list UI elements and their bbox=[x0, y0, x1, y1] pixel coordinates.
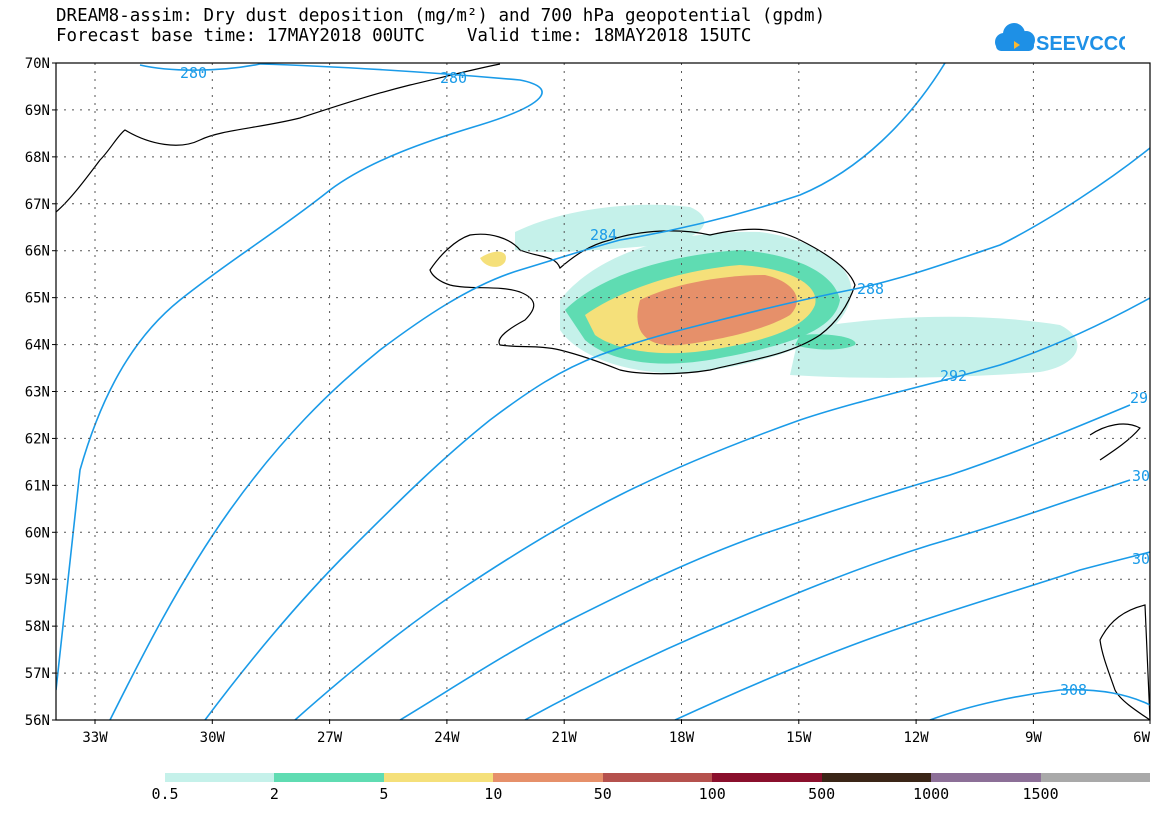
legend-label: 50 bbox=[593, 785, 612, 803]
legend-swatch bbox=[712, 773, 822, 782]
lon-label: 24W bbox=[434, 730, 460, 746]
legend-swatch bbox=[1040, 773, 1150, 782]
contour-label: 30 bbox=[1132, 467, 1150, 485]
legend-label: 2 bbox=[269, 785, 279, 803]
contour-label: 280 bbox=[180, 64, 207, 82]
contour-label: 288 bbox=[857, 280, 884, 298]
lat-label: 69N bbox=[25, 103, 50, 119]
contour-label: 292 bbox=[940, 367, 967, 385]
coastline bbox=[56, 63, 1150, 720]
lat-label: 63N bbox=[25, 385, 50, 401]
lat-label: 65N bbox=[25, 291, 50, 307]
graticule bbox=[56, 63, 1150, 720]
legend-label: 10 bbox=[484, 785, 503, 803]
contour-label: 30 bbox=[1132, 550, 1150, 568]
lat-label: 68N bbox=[25, 150, 50, 166]
legend-label: 5 bbox=[379, 785, 389, 803]
lon-label: 9W bbox=[1025, 730, 1042, 746]
legend-label: 1500 bbox=[1022, 785, 1059, 803]
contour-labels: 280 280 284 288 292 29 30 30 308 bbox=[180, 64, 1150, 699]
axis-ticks bbox=[52, 62, 1151, 724]
geopotential-contours bbox=[56, 63, 1150, 720]
lon-label: 30W bbox=[200, 730, 226, 746]
lon-label: 6W bbox=[1133, 730, 1150, 746]
lat-label: 66N bbox=[25, 244, 50, 260]
contour-label: 280 bbox=[440, 69, 467, 87]
lat-label: 60N bbox=[25, 525, 50, 541]
latitude-labels: 70N 69N 68N 67N 66N 65N 64N 63N 62N 61N 60N 59N 58N 5… bbox=[25, 56, 50, 729]
lat-label: 59N bbox=[25, 572, 50, 588]
legend-swatch bbox=[493, 773, 603, 782]
lon-label: 27W bbox=[317, 730, 343, 746]
lat-label: 61N bbox=[25, 478, 50, 494]
legend-label: 1000 bbox=[913, 785, 950, 803]
lon-label: 21W bbox=[552, 730, 578, 746]
longitude-labels: 33W 30W 27W 24W 21W 18W 15W 12W 9W 6W bbox=[82, 730, 1150, 746]
legend-label: 0.5 bbox=[151, 785, 179, 803]
dust-shading bbox=[480, 204, 1078, 378]
logo-text: SEEVCCC bbox=[1036, 33, 1125, 55]
legend-label: 100 bbox=[698, 785, 726, 803]
legend-swatch bbox=[165, 773, 275, 782]
map-title: DREAM8-assim: Dry dust deposition (mg/m²… bbox=[56, 6, 826, 26]
lat-label: 64N bbox=[25, 338, 50, 354]
legend-swatch bbox=[821, 773, 932, 782]
legend-swatch bbox=[602, 773, 713, 782]
contour-label: 284 bbox=[590, 226, 617, 244]
lat-label: 58N bbox=[25, 619, 50, 635]
lat-label: 70N bbox=[25, 56, 50, 72]
map-subtitle: Forecast base time: 17MAY2018 00UTC Vali… bbox=[56, 26, 752, 46]
legend-swatch bbox=[931, 773, 1041, 782]
legend-label: 500 bbox=[808, 785, 836, 803]
legend-swatch bbox=[383, 773, 494, 782]
lat-label: 67N bbox=[25, 197, 50, 213]
lat-label: 56N bbox=[25, 713, 50, 729]
lat-label: 62N bbox=[25, 431, 50, 447]
lon-label: 33W bbox=[82, 730, 108, 746]
cloud-logo-icon: SEEVCCC bbox=[995, 23, 1125, 55]
color-legend bbox=[165, 773, 1150, 782]
contour-label: 308 bbox=[1060, 681, 1087, 699]
lat-label: 57N bbox=[25, 666, 50, 682]
lon-label: 18W bbox=[669, 730, 695, 746]
legend-swatch bbox=[274, 773, 384, 782]
lon-label: 15W bbox=[786, 730, 812, 746]
lon-label: 12W bbox=[903, 730, 929, 746]
contour-label: 29 bbox=[1130, 389, 1148, 407]
